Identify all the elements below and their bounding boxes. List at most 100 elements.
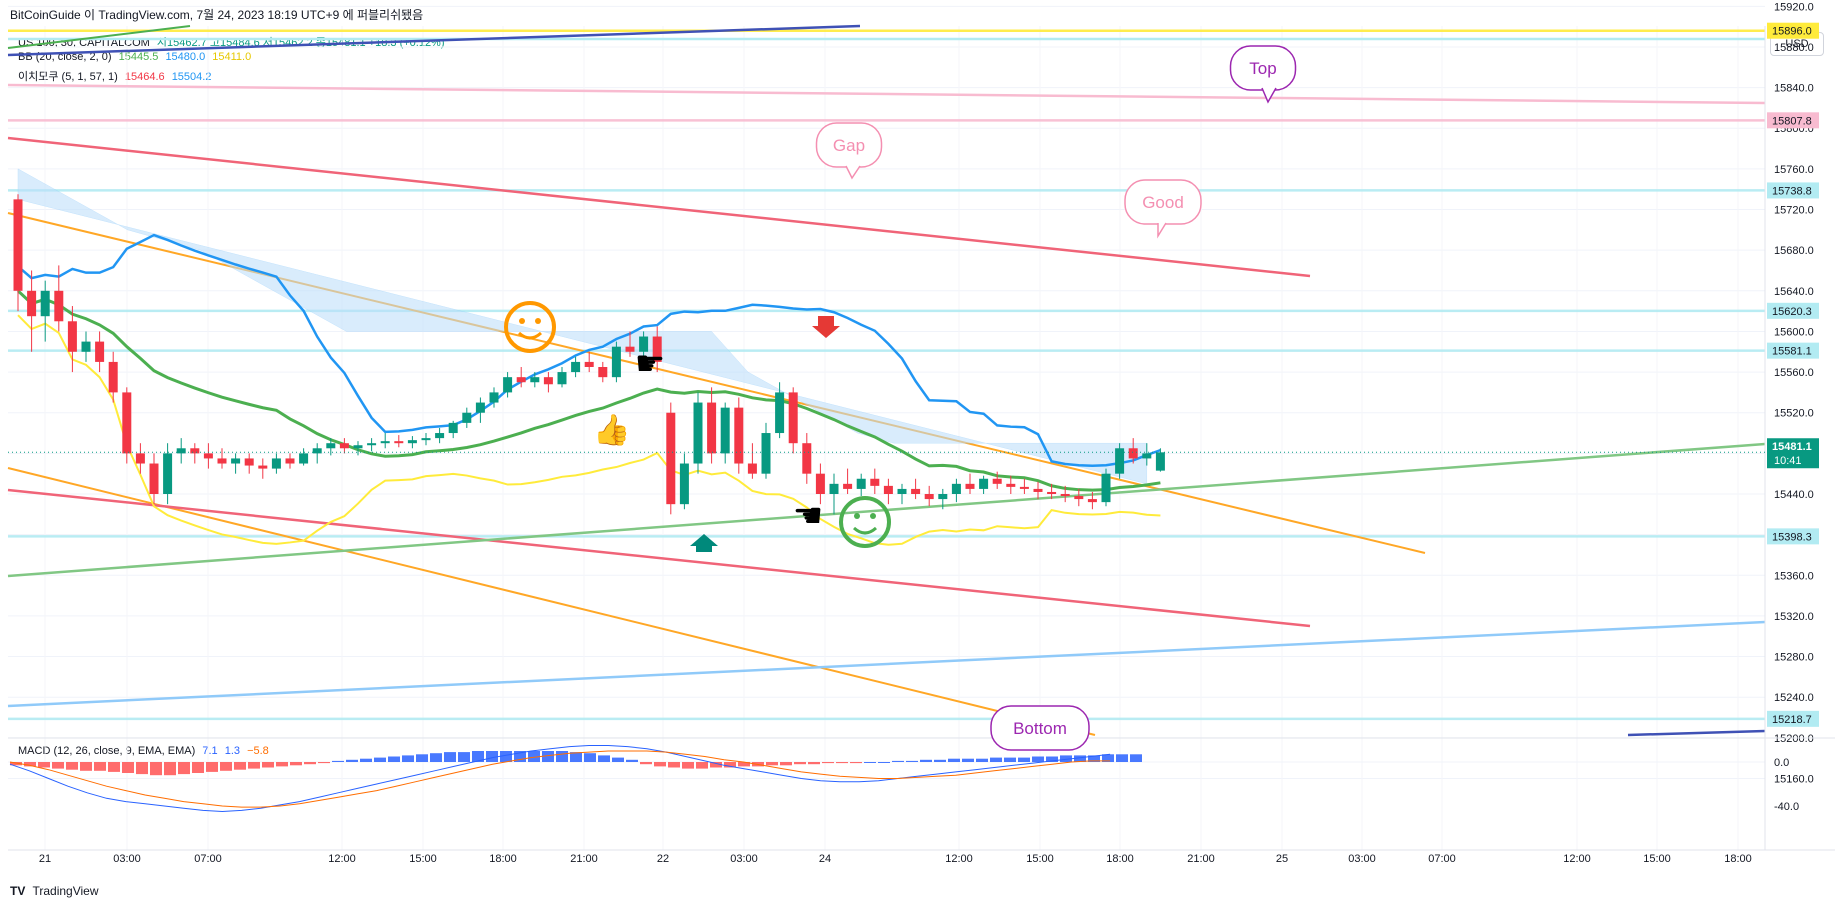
candle-body	[435, 433, 445, 439]
thumbs-up-icon: 👍	[593, 412, 630, 447]
macd-histogram-bar	[444, 752, 456, 762]
candle-body	[707, 402, 717, 454]
y-tick-label: 15360.0	[1774, 570, 1814, 582]
candle-body	[611, 346, 621, 378]
tradingview-logo-icon: TV	[10, 884, 26, 898]
callout-tail	[845, 165, 861, 180]
macd-histogram-bar	[94, 762, 106, 771]
candle-body	[190, 448, 200, 454]
macd-histogram-bar	[374, 757, 386, 762]
price-chart[interactable]: 15920.015880.015840.015800.015760.015720…	[0, 0, 1835, 880]
macd-histogram-bar	[346, 759, 358, 762]
candle-body	[1128, 448, 1138, 459]
macd-histogram-bar	[220, 762, 232, 771]
bb-lower-value: 15411.0	[212, 51, 252, 63]
macd-histogram-bar	[1032, 756, 1044, 762]
macd-histogram-bar	[626, 759, 638, 762]
candle-body	[81, 341, 91, 352]
ichimoku-legend[interactable]: 이치모쿠 (5, 1, 57, 1) 15464.6 15504.2	[18, 68, 215, 84]
macd-histogram-bar	[570, 752, 582, 762]
candle-body	[380, 441, 390, 444]
x-tick-label: 18:00	[1106, 853, 1134, 865]
x-tick-label: 07:00	[194, 853, 222, 865]
candle-body	[992, 478, 1002, 484]
horizontal-level-line	[7, 83, 1766, 105]
smiley-orange-icon-eye	[535, 318, 541, 324]
macd-histogram-bar	[836, 762, 848, 764]
macd-histogram-bar	[1102, 754, 1114, 762]
candle-body	[95, 341, 105, 362]
price-label: 15398.3	[1772, 531, 1812, 543]
macd-histogram-bar	[640, 762, 652, 765]
candle-body	[775, 392, 785, 434]
candle-body	[244, 458, 254, 466]
candle-body	[367, 443, 377, 446]
macd-histogram-bar	[458, 752, 470, 762]
macd-histogram-bar	[668, 762, 680, 768]
orange-channel-bottom	[7, 467, 1096, 736]
macd-histogram-bar	[808, 762, 820, 765]
macd-histogram-bar	[178, 762, 190, 775]
pointing-hand-right-icon: ☛	[635, 345, 665, 383]
candle-body	[924, 494, 934, 500]
candle-body	[829, 483, 839, 494]
callout-bubble	[990, 705, 1090, 751]
tradingview-footer[interactable]: TV TradingView	[10, 884, 99, 898]
candle-body	[951, 483, 961, 494]
smiley-green-icon-mouth	[852, 526, 878, 535]
macd-histogram-bar	[150, 762, 162, 776]
macd-histogram-bar	[724, 762, 736, 768]
macd-legend[interactable]: MACD (12, 26, close, 9, EMA, EMA) 7.1 1.…	[18, 745, 273, 757]
smiley-orange-icon-mouth	[517, 331, 543, 340]
price-label-box	[1767, 182, 1819, 199]
candle-body	[938, 494, 948, 500]
macd-hist-value: −5.8	[247, 745, 269, 757]
macd-histogram-bar	[416, 754, 428, 762]
macd-histogram-bar	[934, 759, 946, 762]
price-label: 15218.7	[1772, 714, 1812, 726]
y-tick-label: 15440.0	[1774, 489, 1814, 501]
candle-body	[666, 412, 676, 505]
x-tick-label: 12:00	[945, 853, 973, 865]
x-tick-label: 21:00	[1187, 853, 1215, 865]
x-tick-label: 15:00	[409, 853, 437, 865]
orange-channel-top	[7, 212, 1426, 554]
candle-body	[1115, 448, 1125, 474]
candle-body	[407, 440, 417, 444]
x-tick-label: 03:00	[730, 853, 758, 865]
macd-histogram-bar	[920, 759, 932, 762]
macd-histogram-bar	[136, 762, 148, 775]
x-tick-label: 24	[819, 853, 831, 865]
navy-trendline-2	[1627, 729, 1766, 737]
x-tick-label: 03:00	[113, 853, 141, 865]
candle-body	[1074, 496, 1084, 500]
candle-body	[231, 458, 241, 464]
macd-histogram-bar	[710, 762, 722, 768]
macd-histogram-bar	[1046, 756, 1058, 762]
candle-body	[149, 463, 159, 494]
macd-histogram-bar	[682, 762, 694, 769]
x-tick-label: 21:00	[570, 853, 598, 865]
ichimoku-label: 이치모쿠 (5, 1, 57, 1)	[18, 71, 118, 83]
macd-histogram-bar	[542, 751, 554, 762]
macd-histogram-bar	[878, 762, 890, 763]
macd-histogram-bar	[360, 758, 372, 762]
red-channel-bottom	[7, 488, 1311, 628]
candle-body	[1047, 491, 1057, 494]
y-tick-label: 15240.0	[1774, 692, 1814, 704]
price-label-box	[1767, 112, 1819, 129]
macd-histogram-bar	[556, 751, 568, 762]
macd-histogram-bar	[794, 762, 806, 765]
callout-tail	[1157, 222, 1167, 239]
candle-body	[598, 367, 608, 378]
macd-histogram-bar	[66, 762, 78, 770]
candle-body	[625, 346, 635, 352]
candle-body	[163, 453, 173, 494]
macd-histogram-bar	[780, 762, 792, 766]
macd-pane	[8, 745, 1765, 813]
y-tick-label: 15280.0	[1774, 652, 1814, 664]
price-label: 15738.8	[1772, 185, 1812, 197]
candlestick-series	[13, 194, 1165, 515]
x-tick-label: 18:00	[489, 853, 517, 865]
bb-lower-line	[17, 314, 1161, 546]
